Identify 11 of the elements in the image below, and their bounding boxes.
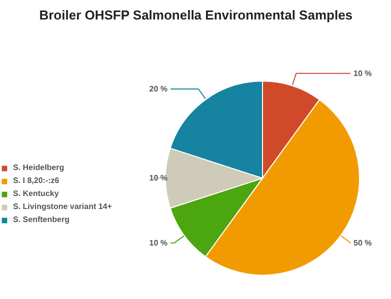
legend-label: S. Kentucky (13, 189, 59, 198)
data-label: 10 % (354, 68, 372, 78)
legend-label: S. Livingstone variant 14+ (13, 202, 112, 211)
data-label: 50 % (354, 238, 372, 248)
legend-label: S. I 8,20:-:z6 (13, 176, 60, 185)
data-label: 10 % (149, 174, 168, 183)
data-label: 20 % (149, 84, 168, 94)
chart-title: Broiler OHSFP Salmonella Environmental Samples (39, 8, 353, 22)
legend-label: S. Heidelberg (13, 163, 64, 172)
legend-label: S. Senftenberg (13, 215, 70, 224)
data-label: 10 % (149, 238, 168, 248)
